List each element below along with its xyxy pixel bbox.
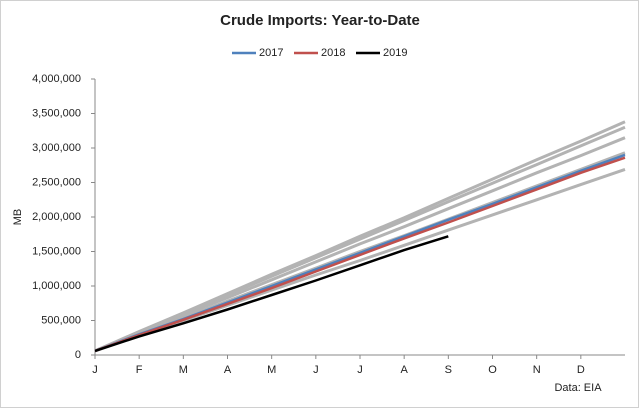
y-tick-label: 500,000 [41,314,81,326]
y-tick-label: 3,000,000 [32,142,81,154]
legend-label: 2017 [259,47,283,59]
y-axis-label: MB [12,209,24,226]
y-tick-label: 2,000,000 [32,211,81,223]
series-line [94,151,626,353]
y-tick-label: 4,000,000 [32,73,81,85]
x-tick-label: F [136,364,143,376]
x-tick-label: M [179,364,188,376]
x-tick-label: J [92,364,98,376]
y-tick-label: 3,500,000 [32,107,81,119]
annotation: Data: EIA [554,382,602,394]
x-tick-label: D [577,364,585,376]
x-tick-label: A [400,364,408,376]
x-tick-label: N [533,364,541,376]
x-tick-label: S [445,364,452,376]
y-tick-label: 1,000,000 [32,280,81,292]
y-tick-label: 2,500,000 [32,176,81,188]
x-tick-label: O [488,364,497,376]
x-tick-label: J [313,364,319,376]
legend-label: 2019 [383,47,407,59]
series-line [94,235,449,353]
y-tick-label: 1,500,000 [32,245,81,257]
x-tick-label: A [224,364,232,376]
series-line [94,156,626,353]
x-tick-label: J [357,364,363,376]
x-tick-label: M [267,364,276,376]
legend-label: 2018 [321,47,345,59]
series-line [94,136,626,353]
y-tick-label: 0 [75,349,81,361]
chart-title: Crude Imports: Year-to-Date [220,12,420,29]
